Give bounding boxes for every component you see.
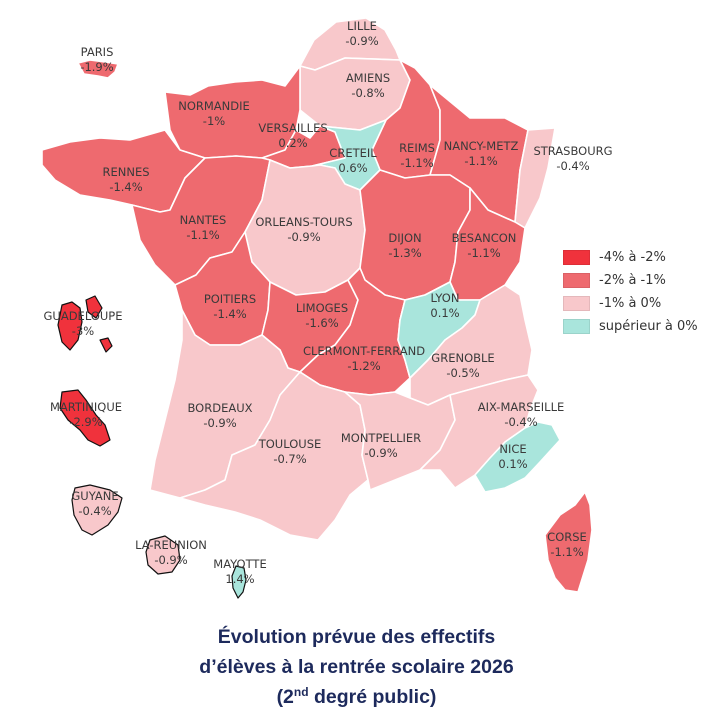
region-label-orleans-tours: ORLEANS-TOURS (255, 215, 352, 229)
region-value-rennes: -1.4% (109, 180, 142, 194)
region-value-dijon: -1.3% (388, 246, 421, 260)
region-guadeloupe[interactable] (57, 295, 113, 353)
region-label-martinique: MARTINIQUE (50, 400, 122, 414)
region-label-corse: CORSE (547, 530, 587, 544)
region-corse[interactable] (544, 491, 593, 593)
legend-swatch (563, 250, 590, 265)
region-value-besancon: -1.1% (467, 246, 500, 260)
caption-line-3-rest: degré public) (308, 686, 437, 708)
caption-line-1: Évolution prévue des effectifs (217, 626, 496, 648)
region-label-la-reunion: LA-REUNION (135, 538, 207, 552)
region-label-poitiers: POITIERS (204, 292, 256, 306)
region-label-dijon: DIJON (388, 231, 421, 245)
region-value-aix-marseille: -0.4% (504, 415, 537, 429)
legend-swatch (563, 296, 590, 311)
region-value-corse: -1.1% (550, 545, 583, 559)
region-label-toulouse: TOULOUSE (258, 437, 322, 451)
map-caption: Évolution prévue des effectifs d’élèves … (0, 622, 713, 712)
legend-label: supérieur à 0% (599, 319, 698, 334)
caption-line-3-open: (2 (276, 686, 294, 708)
legend-item: -4% à -2% (563, 246, 713, 269)
region-label-nice: NICE (499, 442, 526, 456)
legend-label: -1% à 0% (599, 296, 662, 311)
region-value-nice: 0.1% (498, 457, 527, 471)
region-label-besancon: BESANCON (452, 231, 517, 245)
region-value-nancy-metz: -1.1% (464, 154, 497, 168)
legend-item: -1% à 0% (563, 292, 713, 315)
region-label-limoges: LIMOGES (296, 301, 348, 315)
region-value-lille: -0.9% (345, 34, 378, 48)
region-label-strasbourg: STRASBOURG (533, 144, 612, 158)
region-label-bordeaux: BORDEAUX (187, 401, 252, 415)
region-value-la-reunion: -0.9% (154, 553, 187, 567)
region-label-paris: PARIS (81, 45, 114, 59)
region-label-guyane: GUYANE (71, 489, 118, 503)
region-label-grenoble: GRENOBLE (431, 351, 494, 365)
region-value-creteil: 0.6% (338, 161, 367, 175)
region-label-aix-marseille: AIX-MARSEILLE (478, 400, 565, 414)
region-value-bordeaux: -0.9% (203, 416, 236, 430)
region-label-clermont-ferrand: CLERMONT-FERRAND (303, 344, 425, 358)
region-value-grenoble: -0.5% (446, 366, 479, 380)
legend-swatch (563, 319, 590, 334)
region-label-mayotte: MAYOTTE (213, 557, 266, 571)
legend-item: -2% à -1% (563, 269, 713, 292)
caption-line-3-sup: nd (293, 685, 309, 699)
region-label-creteil: CRETEIL (329, 146, 377, 160)
legend-label: -2% à -1% (599, 273, 666, 288)
region-value-normandie: -1% (203, 114, 225, 128)
region-value-versailles: 0.2% (278, 136, 307, 150)
region-label-reims: REIMS (399, 141, 435, 155)
region-value-paris: -1.9% (80, 60, 113, 74)
region-value-lyon: 0.1% (430, 306, 459, 320)
region-label-guadeloupe: GUADELOUPE (44, 309, 123, 323)
region-value-martinique: -2.9% (69, 415, 102, 429)
region-label-nancy-metz: NANCY-METZ (444, 139, 519, 153)
caption-line-3: (2nd degré public) (0, 682, 713, 712)
region-value-clermont-ferrand: -1.2% (347, 359, 380, 373)
caption-line-2: d’élèves à la rentrée scolaire 2026 (199, 656, 514, 678)
region-la-reunion[interactable] (145, 535, 181, 575)
region-label-lille: LILLE (347, 19, 377, 33)
region-label-versailles: VERSAILLES (258, 121, 327, 135)
region-paris[interactable] (77, 59, 119, 79)
region-value-toulouse: -0.7% (273, 452, 306, 466)
region-value-mayotte: 1.4% (225, 572, 254, 586)
region-label-rennes: RENNES (102, 165, 149, 179)
region-martinique[interactable] (59, 389, 111, 447)
legend-item: supérieur à 0% (563, 315, 713, 338)
region-guyane[interactable] (71, 484, 123, 536)
region-label-montpellier: MONTPELLIER (341, 431, 421, 445)
region-value-reims: -1.1% (400, 156, 433, 170)
region-value-limoges: -1.6% (305, 316, 338, 330)
region-value-poitiers: -1.4% (213, 307, 246, 321)
region-value-nantes: -1.1% (186, 228, 219, 242)
region-label-normandie: NORMANDIE (178, 99, 250, 113)
map-legend: -4% à -2% -2% à -1% -1% à 0% supérieur à… (563, 246, 713, 338)
region-value-amiens: -0.8% (351, 86, 384, 100)
region-value-guadeloupe: -3% (72, 324, 94, 338)
region-mayotte[interactable] (231, 565, 247, 599)
region-value-guyane: -0.4% (78, 504, 111, 518)
region-label-nantes: NANTES (180, 213, 227, 227)
region-value-orleans-tours: -0.9% (287, 230, 320, 244)
legend-swatch (563, 273, 590, 288)
legend-label: -4% à -2% (599, 250, 666, 265)
region-value-strasbourg: -0.4% (556, 159, 589, 173)
region-label-lyon: LYON (431, 291, 460, 305)
region-nice[interactable] (474, 421, 561, 493)
region-value-montpellier: -0.9% (364, 446, 397, 460)
region-strasbourg[interactable] (514, 127, 556, 229)
region-label-amiens: AMIENS (346, 71, 390, 85)
